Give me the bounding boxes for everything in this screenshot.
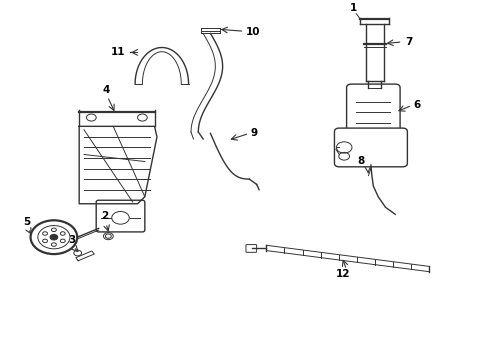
Text: 7: 7 [404,37,411,47]
Text: 9: 9 [250,129,257,138]
FancyBboxPatch shape [346,84,399,137]
Circle shape [50,234,58,240]
Text: 1: 1 [349,3,357,13]
Text: 12: 12 [335,269,350,279]
Text: 11: 11 [111,47,125,57]
Text: 10: 10 [245,27,260,37]
Text: 2: 2 [101,211,108,221]
FancyBboxPatch shape [96,200,144,232]
Text: 4: 4 [102,85,109,95]
Text: 6: 6 [413,100,420,110]
Text: 8: 8 [357,156,365,166]
Text: 5: 5 [23,217,30,227]
FancyBboxPatch shape [334,128,407,167]
Text: 3: 3 [68,235,75,245]
FancyBboxPatch shape [245,244,256,252]
